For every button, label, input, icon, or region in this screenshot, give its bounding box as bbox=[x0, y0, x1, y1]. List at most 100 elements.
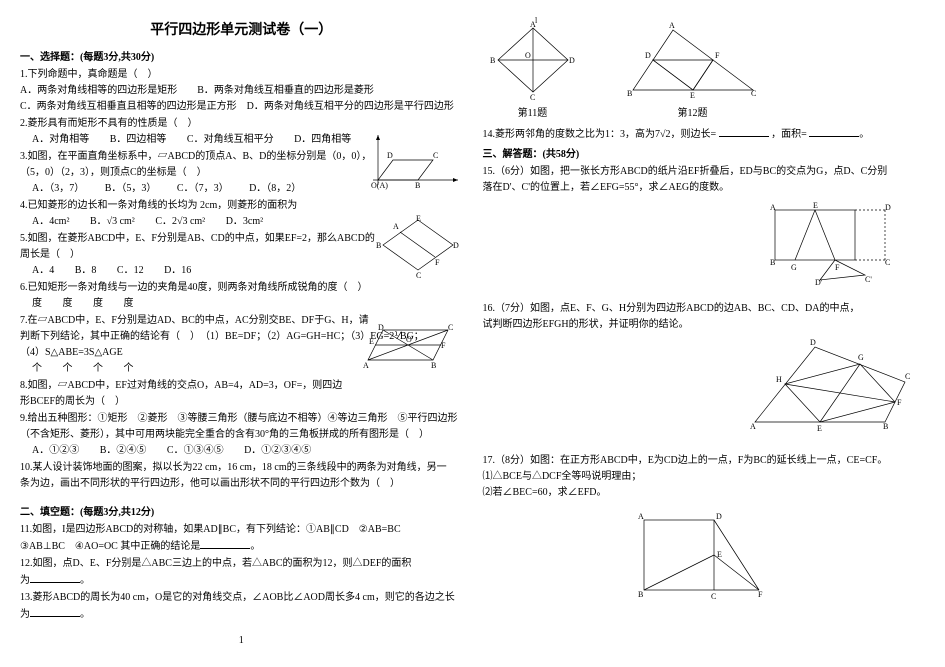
svg-text:A: A bbox=[750, 422, 756, 431]
section2-header: 二、填空题：(每题3分,共12分) bbox=[20, 505, 463, 521]
svg-text:E: E bbox=[813, 201, 818, 210]
q3-stem2: （5，0）（2，3），则顶点C的坐标是（ ） bbox=[20, 165, 463, 181]
svg-text:G: G bbox=[791, 263, 797, 272]
exam-title: 平行四边形单元测试卷（一） bbox=[20, 20, 463, 42]
q12-stem1: 12.如图，点D、E、F分别是△ABC三边上的中点，若△ABC的面积为12，则△… bbox=[20, 556, 463, 572]
svg-text:C: C bbox=[751, 89, 756, 98]
svg-text:D: D bbox=[716, 512, 722, 521]
svg-text:A: A bbox=[669, 21, 675, 30]
q11-stem2: ③AB⊥BC ④AO=OC 其中正确的结论是 bbox=[20, 541, 200, 552]
q12-figure: B C A D F E 第12题 bbox=[623, 20, 763, 122]
q9-stem1: 9.给出五种图形：①矩形 ②菱形 ③等腰三角形（腰与底边不相等）④等边三角形 ⑤… bbox=[20, 411, 463, 427]
svg-text:B: B bbox=[627, 89, 632, 98]
q17: 17.（8分）如图：在正方形ABCD中，E为CD边上的一点，F为BC的延长线上一… bbox=[483, 453, 926, 501]
q6-A: 度 bbox=[32, 298, 42, 309]
q7: 7.在▱ABCD中，E、F分别是边AD、BC的中点，AC分别交BE、DF于G、H… bbox=[20, 313, 463, 377]
q11-stem1: 11.如图，I是四边形ABCD的对称轴，如果AD∥BC，有下列结论：①AB∥CD… bbox=[20, 522, 463, 538]
q10: 10.某人设计装饰地面的图案，拟以长为22 cm，16 cm，18 cm的三条线… bbox=[20, 460, 463, 492]
svg-text:H: H bbox=[776, 375, 782, 384]
q7-stem3: （4）S△ABE=3S△AGE bbox=[20, 345, 463, 361]
q13: 13.菱形ABCD的周长为40 cm，O是它的对角线交点，∠AOB比∠AOD周长… bbox=[20, 590, 463, 623]
svg-text:G: G bbox=[858, 353, 864, 362]
svg-text:E: E bbox=[717, 550, 722, 559]
svg-text:B: B bbox=[490, 56, 495, 65]
q9-D: D．①②③④⑤ bbox=[244, 445, 311, 456]
svg-text:D: D bbox=[885, 203, 891, 212]
q4-stem: 4.已知菱形的边长和一条对角线的长均为 2cm，则菱形的面积为 bbox=[20, 198, 463, 214]
svg-text:E: E bbox=[817, 424, 822, 433]
svg-text:D: D bbox=[569, 56, 575, 65]
q17-stem3: ⑵若∠BEC=60，求∠EFD。 bbox=[483, 485, 926, 501]
q4-C: C．2√3 cm² bbox=[155, 216, 205, 227]
q7-B: 个 bbox=[63, 363, 73, 374]
right-column: A B C D O l 第11题 B C A D bbox=[483, 20, 926, 649]
q5-A: A．4 bbox=[32, 265, 54, 276]
left-column: 平行四边形单元测试卷（一） 一、选择题：(每题3分,共30分) 1.下列命题中，… bbox=[20, 20, 463, 649]
page-number: 1 bbox=[20, 633, 463, 649]
q9-A: A．①②③ bbox=[32, 445, 79, 456]
q10-stem2: 条为边，画出不同形状的平行四边形，他可以画出形状不同的平行四边形个数为（ ） bbox=[20, 476, 463, 492]
q1-D: D．两条对角线互相平分的四边形是平行四边形 bbox=[247, 101, 454, 112]
q2-C: C．对角线互相平分 bbox=[187, 134, 274, 145]
q14: 14.菱形两邻角的度数之比为1：3，高为7√2，则边长= ，面积= 。 bbox=[483, 126, 926, 143]
q12-stem2: 为 bbox=[20, 575, 30, 586]
q2-D: D．四角相等 bbox=[294, 134, 351, 145]
q14-stem-end: ，面积= bbox=[771, 129, 807, 140]
q16-stem1: 16.（7分）如图，点E、F、G、H分别为四边形ABCD的边AB、BC、CD、D… bbox=[483, 301, 926, 317]
q11-caption: 第11题 bbox=[483, 106, 583, 122]
q17-figure: A B C D E F bbox=[483, 505, 926, 611]
svg-text:F: F bbox=[897, 398, 902, 407]
q4-B: B．√3 cm² bbox=[90, 216, 135, 227]
q7-stem2: 判断下列结论，其中正确的结论有（ ） （1）BE=DF；（2）AG=GH=HC；… bbox=[20, 329, 463, 345]
svg-text:B: B bbox=[883, 422, 888, 431]
q1-C: C．两条对角线互相垂直且相等的四边形是正方形 bbox=[20, 101, 237, 112]
q6-C: 度 bbox=[93, 298, 103, 309]
svg-text:C: C bbox=[711, 592, 716, 601]
q14-blank1 bbox=[719, 126, 769, 137]
q6-stem: 6.已知矩形一条对角线与一边的夹角是40度，则两条对角线所成锐角的度（ ） bbox=[20, 280, 463, 296]
section1-header: 一、选择题：(每题3分,共30分) bbox=[20, 50, 463, 66]
q5-C: C．12 bbox=[117, 265, 144, 276]
q17-stem2: ⑴△BCE与△DCF全等吗说明理由； bbox=[483, 469, 926, 485]
q4-A: A．4cm² bbox=[32, 216, 69, 227]
q5: 5.如图，在菱形ABCD中，E、F分别是AB、CD的中点，如果EF=2，那么AB… bbox=[20, 231, 463, 279]
svg-text:F: F bbox=[835, 263, 840, 272]
q12: 12.如图，点D、E、F分别是△ABC三边上的中点，若△ABC的面积为12，则△… bbox=[20, 556, 463, 589]
q8-stem2: 形BCEF的周长为（ ） bbox=[20, 394, 463, 410]
q7-stem1: 7.在▱ABCD中，E、F分别是边AD、BC的中点，AC分别交BE、DF于G、H… bbox=[20, 313, 463, 329]
svg-text:A: A bbox=[393, 222, 399, 231]
q16-stem2: 试判断四边形EFGH的形状，并证明你的结论。 bbox=[483, 317, 926, 333]
q7-A: 个 bbox=[32, 363, 42, 374]
svg-text:A: A bbox=[638, 512, 644, 521]
q11-blank bbox=[200, 538, 250, 549]
q6: 6.已知矩形一条对角线与一边的夹角是40度，则两条对角线所成锐角的度（ ） 度 … bbox=[20, 280, 463, 312]
section3-header: 三、解答题：(共58分) bbox=[483, 147, 926, 163]
svg-text:E: E bbox=[690, 91, 695, 100]
q3: 3.如图，在平面直角坐标系中，▱ABCD的顶点A、B、D的坐标分别是（0，0），… bbox=[20, 149, 463, 197]
svg-text:D: D bbox=[645, 51, 651, 60]
q3-D: D．（8，2） bbox=[249, 183, 301, 194]
svg-text:C: C bbox=[530, 93, 535, 102]
svg-text:O: O bbox=[525, 51, 531, 60]
figs-11-12: A B C D O l 第11题 B C A D bbox=[483, 20, 926, 122]
q1-B: B．两条对角线互相垂直的四边形是菱形 bbox=[197, 85, 374, 96]
q8: 8.如图，▱ABCD中，EF过对角线的交点O，AB=4，AD=3，OF=，则四边… bbox=[20, 378, 463, 410]
q13-blank bbox=[30, 606, 80, 617]
q11: 11.如图，I是四边形ABCD的对称轴，如果AD∥BC，有下列结论：①AB∥CD… bbox=[20, 522, 463, 555]
q12-caption: 第12题 bbox=[623, 106, 763, 122]
q7-C: 个 bbox=[93, 363, 103, 374]
svg-text:B: B bbox=[638, 590, 643, 599]
q13-stem2: 为 bbox=[20, 609, 30, 620]
q15-stem1: 15.（6分）如图，把一张长方形ABCD的纸片沿EF折叠后，ED与BC的交点为G… bbox=[483, 164, 926, 180]
q5-D: D．16 bbox=[164, 265, 191, 276]
q16: 16.（7分）如图，点E、F、G、H分别为四边形ABCD的边AB、BC、CD、D… bbox=[483, 301, 926, 333]
q15-figure: A B C D E F G C' D' bbox=[483, 200, 896, 291]
q5-stem2: 周长是（ ） bbox=[20, 247, 463, 263]
q1-stem: 1.下列命题中，真命题是（ ） bbox=[20, 67, 463, 83]
q15: 15.（6分）如图，把一张长方形ABCD的纸片沿EF折叠后，ED与BC的交点为G… bbox=[483, 164, 926, 196]
svg-text:F: F bbox=[715, 51, 720, 60]
q10-stem1: 10.某人设计装饰地面的图案，拟以长为22 cm，16 cm，18 cm的三条线… bbox=[20, 460, 463, 476]
svg-text:C': C' bbox=[865, 275, 872, 284]
q3-C: C．（7，3） bbox=[177, 183, 229, 194]
q12-blank bbox=[30, 572, 80, 583]
